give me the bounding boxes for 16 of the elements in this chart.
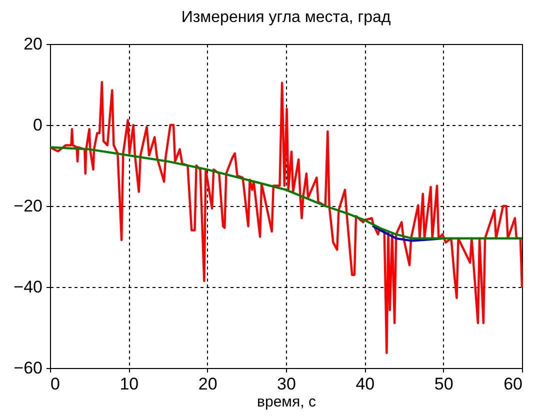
x-tick-label: 0 [50, 374, 60, 394]
x-axis-title: время, с [257, 394, 316, 410]
line-series [48, 80, 524, 354]
y-tick-label: 0 [33, 116, 42, 134]
y-tick-label: 20 [24, 34, 42, 54]
x-tick-label: 50 [434, 374, 454, 394]
x-tick-label: 10 [120, 374, 139, 394]
y-tick-label: −40 [14, 278, 42, 296]
x-tick-label: 60 [504, 374, 522, 394]
x-tick-label: 40 [356, 374, 375, 394]
chart-title: Измерения угла места, град [181, 9, 392, 26]
y-tick-label: −20 [14, 196, 42, 216]
x-tick-label: 30 [277, 374, 296, 394]
y-tick-label: −60 [14, 358, 42, 378]
line-series [48, 146, 524, 240]
x-tick-label: 20 [198, 374, 218, 394]
